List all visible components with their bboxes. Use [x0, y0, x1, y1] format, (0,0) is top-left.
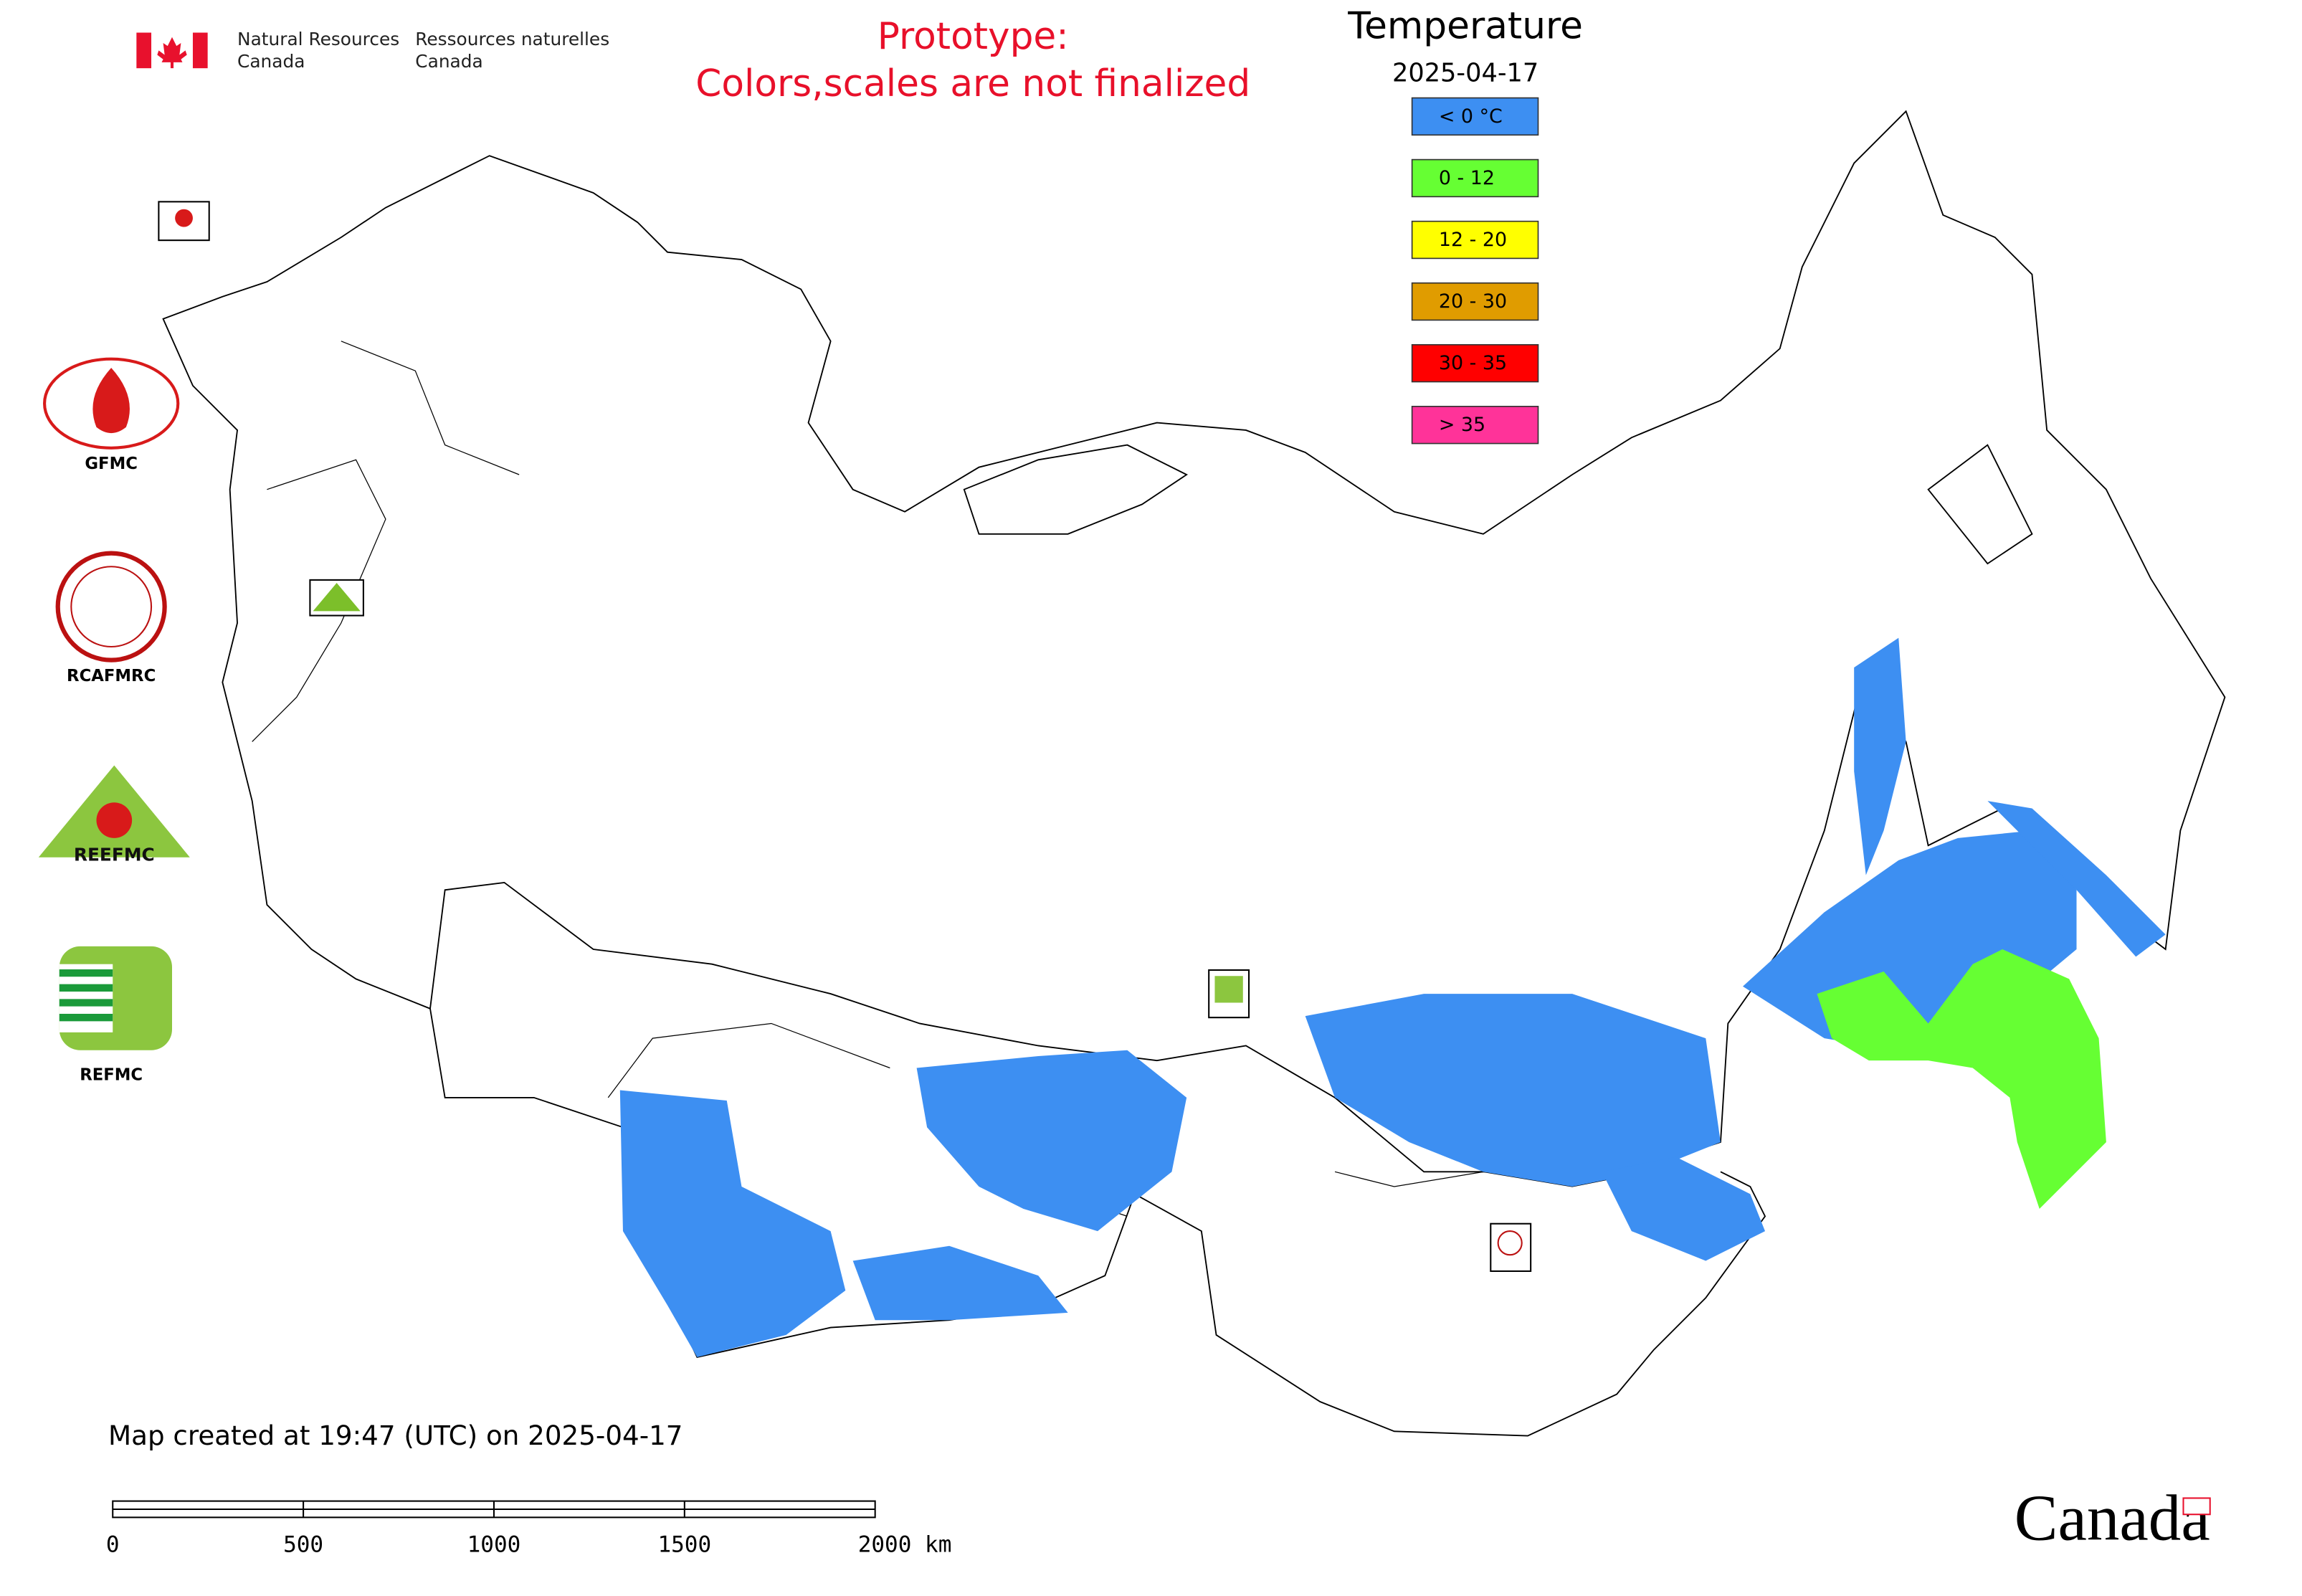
temperature-field [619, 1090, 846, 1357]
scale-label: 0 [106, 1532, 120, 1558]
gfmc-logo [92, 368, 130, 434]
refmc-logo [59, 969, 113, 1022]
agency-en: Natural Resources [237, 29, 399, 49]
logos [38, 357, 190, 1050]
center-label: REEFMC [74, 845, 155, 865]
center-marker-icon [175, 209, 193, 227]
legend-label: 0 - 12 [1439, 167, 1495, 189]
scale-label: 1500 [657, 1532, 711, 1558]
legend-swatch [1411, 97, 1539, 136]
agency-fr: Ressources naturelles [415, 29, 609, 49]
scale-label: 2000 km [858, 1532, 952, 1558]
agency-en: Canada [237, 51, 305, 72]
gfmc-logo [42, 357, 180, 450]
notice: Prototype: [877, 15, 1069, 58]
legend-swatch [1411, 220, 1539, 260]
temperature-field [1602, 1156, 1766, 1261]
center-marker-icon [1214, 976, 1243, 1003]
scale-bar [112, 1500, 876, 1519]
legend-label: < 0 °C [1439, 105, 1503, 128]
land-outlines [162, 110, 2226, 1437]
legend-date: 2025-04-17 [1392, 58, 1538, 87]
temperature-field [1987, 801, 2166, 957]
legend-label: > 35 [1439, 414, 1485, 436]
center-marker-icon [313, 583, 361, 612]
wordmark-flag [2182, 1497, 2211, 1516]
legend-swatch [1411, 343, 1539, 383]
temperature-field [1854, 637, 1906, 875]
rcafmrc-logo [70, 566, 153, 648]
legend: < 0 °C 0 - 12 12 - 20 20 - 30 30 - 35 > 35 [1411, 97, 1539, 445]
legend-label: 20 - 30 [1439, 290, 1507, 313]
center-markers [158, 201, 1532, 1272]
legend-swatch [1411, 158, 1539, 198]
scale-labels: 0 500 1000 1500 2000 km [106, 1532, 952, 1558]
temperature-field [852, 1245, 1068, 1321]
temperature-field [1305, 994, 1721, 1187]
reefmc-logo [96, 802, 133, 838]
canada-wordmark: Canada [2015, 1482, 2210, 1554]
center-label: RCAFMRC [67, 667, 156, 685]
center-label: REFMC [80, 1065, 143, 1084]
temperature-fields [619, 637, 2166, 1357]
scale-label: 500 [283, 1532, 323, 1558]
legend-swatch [1411, 406, 1539, 445]
legend-title: Temperature [1347, 4, 1583, 47]
center-marker-icon [1497, 1230, 1523, 1256]
rcafmrc-logo [55, 551, 167, 662]
scale-label: 1000 [467, 1532, 521, 1558]
temperature-field [916, 1050, 1187, 1232]
legend-label: 30 - 35 [1439, 352, 1507, 374]
legend-swatch [1411, 282, 1539, 321]
agency-fr: Canada [415, 51, 482, 72]
notice: Colors,scales are not finalized [695, 62, 1250, 105]
center-label: GFMC [85, 455, 138, 473]
created-note: Map created at 19:47 (UTC) on 2025-04-17 [108, 1420, 682, 1451]
legend-label: 12 - 20 [1439, 229, 1507, 251]
canada-flag [136, 32, 208, 69]
temperature-field [1817, 949, 2106, 1210]
